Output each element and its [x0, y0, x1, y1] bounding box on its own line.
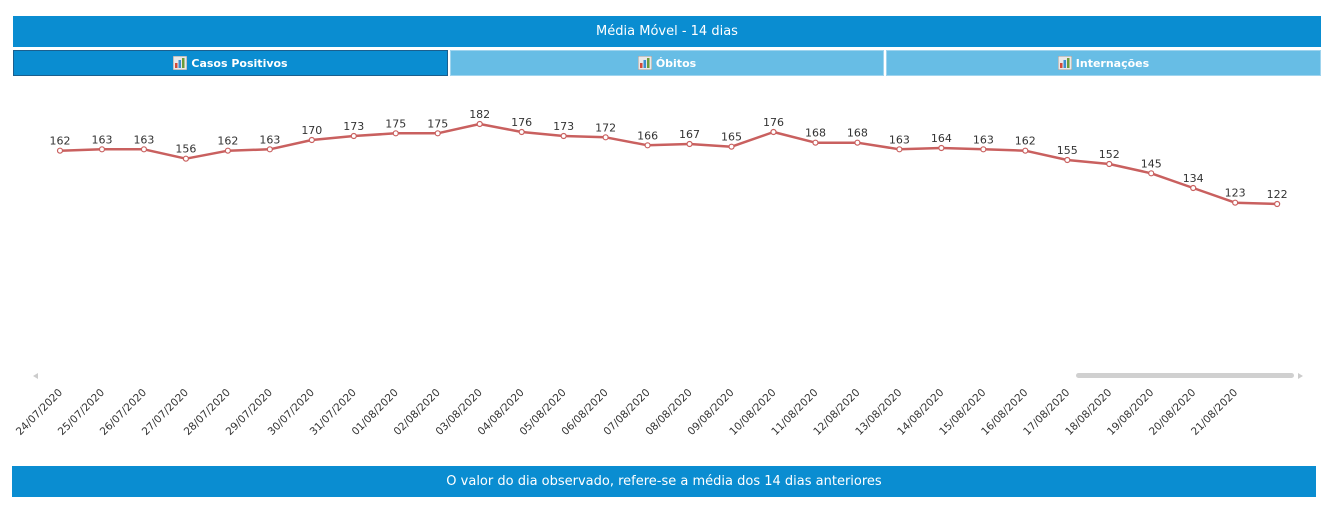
data-point[interactable] [140, 146, 148, 153]
data-label: 172 [595, 121, 616, 134]
data-label: 166 [637, 129, 658, 142]
data-label: 162 [50, 135, 71, 148]
data-point[interactable] [350, 132, 357, 140]
data-label: 123 [1225, 187, 1246, 200]
data-point[interactable] [56, 147, 64, 154]
data-point[interactable] [1274, 200, 1281, 208]
data-point[interactable] [98, 146, 106, 153]
data-point[interactable] [1106, 160, 1113, 168]
data-point[interactable] [434, 130, 441, 137]
data-point[interactable] [728, 143, 735, 150]
data-label: 163 [91, 133, 112, 146]
data-label: 170 [301, 124, 322, 137]
tab-label: Casos Positivos [191, 56, 288, 70]
data-label: 145 [1141, 157, 1162, 170]
data-point[interactable] [812, 139, 819, 146]
data-label: 122 [1267, 188, 1288, 201]
chart-footer: O valor do dia observado, refere-se a mé… [12, 466, 1316, 497]
tab-label: Óbitos [655, 56, 697, 70]
moving-average-line-chart: 162 163 163 156 162 163 170 173 175 175 182 176 173 1… [14, 108, 1303, 438]
data-point[interactable] [1190, 184, 1197, 192]
data-label: 167 [679, 128, 700, 141]
data-label: 182 [469, 108, 490, 121]
tab-casos-positivos[interactable]: Casos Positivos [13, 50, 448, 76]
data-label: 173 [343, 120, 364, 133]
data-point[interactable] [980, 146, 987, 153]
data-point[interactable] [644, 142, 651, 149]
data-label: 163 [259, 133, 280, 146]
data-point[interactable] [308, 136, 315, 144]
data-point[interactable] [1148, 170, 1155, 177]
bar-chart-icon [1057, 56, 1072, 70]
data-point[interactable] [602, 134, 609, 141]
series-line [59, 122, 1278, 206]
data-point[interactable] [1022, 147, 1029, 154]
chart-title: Média Móvel - 14 dias [596, 24, 738, 39]
data-label: 162 [217, 135, 238, 148]
data-point[interactable] [224, 147, 231, 154]
data-point[interactable] [770, 128, 777, 136]
data-label: 176 [763, 116, 784, 129]
data-label: 175 [385, 117, 406, 130]
data-point[interactable] [896, 146, 903, 153]
data-point[interactable] [476, 120, 483, 128]
data-label: 168 [847, 127, 868, 140]
tab-obitos[interactable]: Óbitos [450, 50, 884, 76]
data-point[interactable] [854, 139, 861, 146]
data-point[interactable] [938, 144, 945, 152]
data-label: 155 [1057, 144, 1078, 157]
tab-internacoes[interactable]: Internações [886, 50, 1321, 76]
data-label: 152 [1099, 148, 1120, 161]
data-label: 156 [175, 143, 196, 156]
data-point[interactable] [1064, 156, 1071, 164]
data-label: 173 [553, 120, 574, 133]
data-label: 164 [931, 132, 952, 145]
data-label: 165 [721, 131, 742, 144]
data-label: 163 [133, 133, 154, 146]
data-label: 163 [973, 133, 994, 146]
data-point[interactable] [1232, 199, 1239, 206]
data-label: 176 [511, 116, 532, 129]
footer-note: O valor do dia observado, refere-se a mé… [446, 474, 882, 489]
data-point[interactable] [182, 155, 190, 162]
chart-header: Média Móvel - 14 dias [13, 16, 1321, 47]
data-label: 134 [1183, 172, 1204, 185]
scroll-left-arrow-icon[interactable] [33, 373, 38, 379]
data-point[interactable] [518, 128, 525, 136]
tab-label: Internações [1075, 56, 1150, 70]
bar-chart-icon [173, 56, 188, 70]
scroll-right-arrow-icon[interactable] [1298, 373, 1303, 379]
data-label: 175 [427, 117, 448, 130]
data-point[interactable] [392, 130, 399, 137]
data-point[interactable] [686, 140, 693, 148]
scrollbar-thumb[interactable] [1076, 373, 1294, 378]
data-point[interactable] [266, 146, 273, 153]
data-label: 168 [805, 127, 826, 140]
data-label: 162 [1015, 135, 1036, 148]
data-label: 163 [889, 133, 910, 146]
bar-chart-icon [637, 56, 652, 70]
data-point[interactable] [560, 132, 567, 140]
